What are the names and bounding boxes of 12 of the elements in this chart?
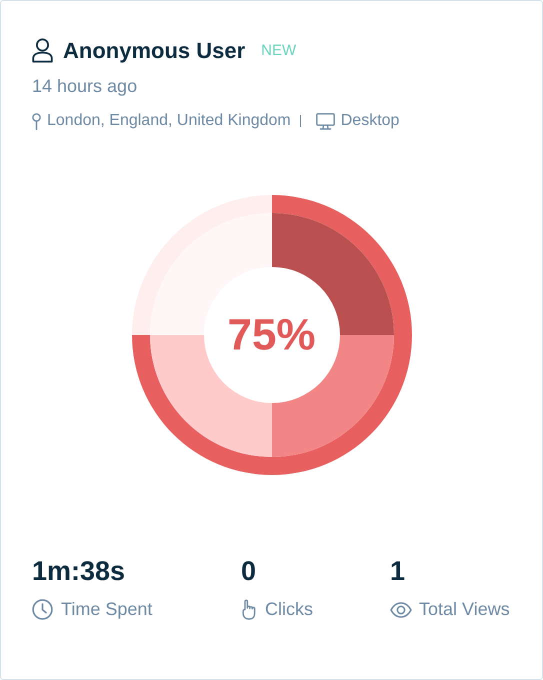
text: 1 — [390, 555, 406, 587]
text: Total Views — [419, 599, 510, 620]
text: London, England, United Kingdom — [47, 112, 291, 130]
text: Clicks — [265, 599, 313, 620]
text: NEW — [261, 42, 296, 60]
text: 1m:38s — [32, 555, 126, 587]
text: 0 — [241, 555, 256, 587]
text: 14 hours ago — [32, 75, 138, 97]
text: Time Spent — [61, 599, 152, 620]
text: 75% — [227, 310, 316, 360]
text: Desktop — [340, 112, 400, 130]
text: Anonymous User — [63, 38, 246, 63]
